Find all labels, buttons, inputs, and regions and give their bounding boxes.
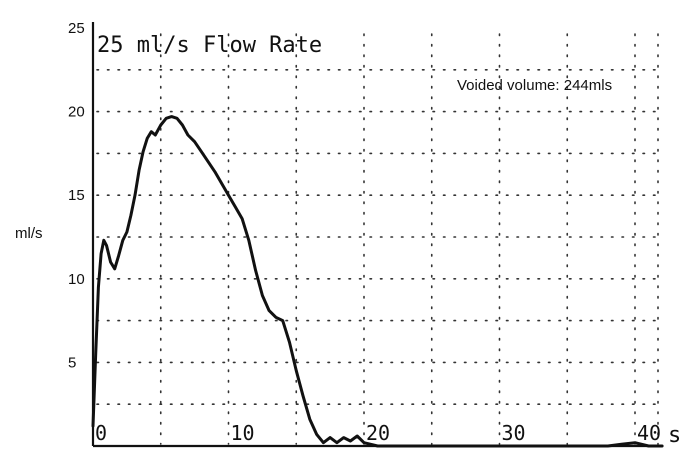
x-tick-label: 40 (637, 421, 661, 445)
y-tick-label: 5 (68, 354, 76, 371)
series-line-flow-rate (91, 115, 664, 448)
x-tick-label: 20 (366, 421, 390, 445)
grid-layer (96, 33, 659, 445)
x-tick-label: 0 (95, 421, 107, 445)
chart-title: 25 ml/s Flow Rate (97, 33, 322, 58)
y-tick-label: 10 (68, 271, 85, 288)
y-tick-label: 20 (68, 104, 85, 121)
voided-volume-annotation: Voided volume: 244mls (457, 77, 612, 94)
x-tick-label: 30 (502, 421, 526, 445)
tick-layer: 5 10 15 20 25 0 10 20 30 40 (68, 20, 661, 445)
y-axis-label: ml/s (15, 225, 43, 242)
x-tick-label: 10 (231, 421, 255, 445)
y-tick-label: 15 (68, 187, 85, 204)
y-tick-label: 25 (68, 20, 85, 37)
x-axis-label: s (668, 423, 681, 448)
